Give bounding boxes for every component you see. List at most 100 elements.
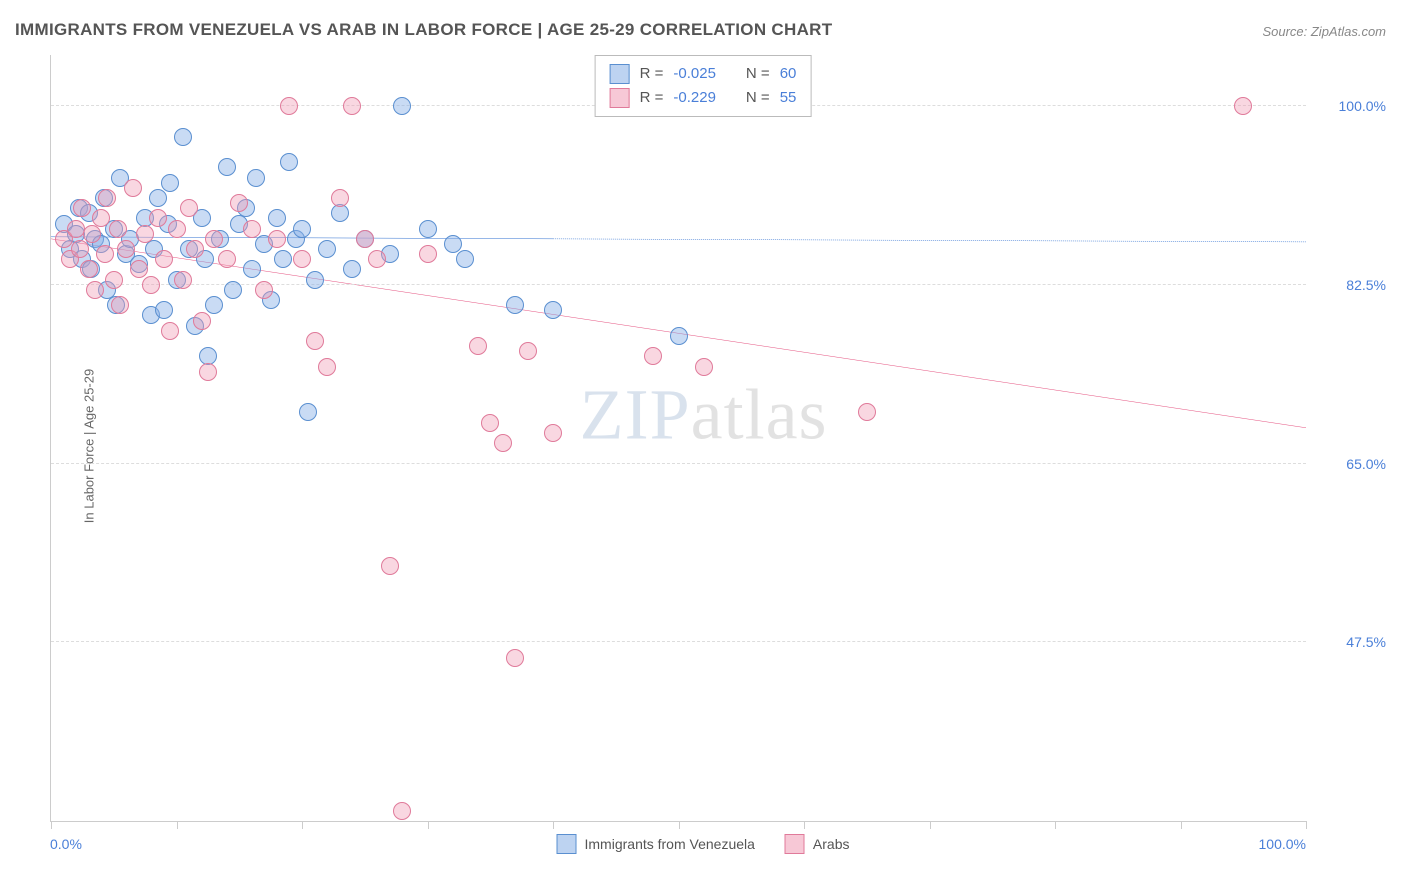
scatter-point [96,245,114,263]
scatter-point [71,240,89,258]
scatter-point [83,225,101,243]
scatter-point [293,250,311,268]
y-tick-label: 47.5% [1316,634,1386,650]
scatter-point [174,128,192,146]
scatter-point [331,204,349,222]
scatter-point [293,220,311,238]
legend-row-venezuela: R = -0.025 N = 60 [610,62,797,86]
legend-label-venezuela: Immigrants from Venezuela [585,836,755,852]
x-tick [679,821,680,829]
swatch-blue [610,64,630,84]
x-tick [51,821,52,829]
swatch-pink [785,834,805,854]
scatter-point [73,199,91,217]
y-tick-label: 65.0% [1316,456,1386,472]
scatter-point [186,240,204,258]
value-r-venezuela: -0.025 [673,62,716,86]
scatter-point [274,250,292,268]
scatter-point [205,296,223,314]
label-r: R = [640,86,664,110]
scatter-point [98,189,116,207]
scatter-point [419,220,437,238]
scatter-point [224,281,242,299]
x-tick [930,821,931,829]
y-tick-label: 100.0% [1316,98,1386,114]
scatter-point [218,158,236,176]
chart-title: IMMIGRANTS FROM VENEZUELA VS ARAB IN LAB… [15,20,832,40]
scatter-point [174,271,192,289]
scatter-point [117,240,135,258]
scatter-point [544,424,562,442]
scatter-point [205,230,223,248]
scatter-point [109,220,127,238]
scatter-point [456,250,474,268]
scatter-point [105,271,123,289]
scatter-point [299,403,317,421]
source-attribution: Source: ZipAtlas.com [1262,24,1386,39]
scatter-point [86,281,104,299]
scatter-point [318,240,336,258]
scatter-point [92,209,110,227]
swatch-pink [610,88,630,108]
scatter-point [519,342,537,360]
x-tick [302,821,303,829]
trend-lines-svg [51,55,1306,821]
scatter-point [419,245,437,263]
scatter-point [168,220,186,238]
scatter-point [199,363,217,381]
scatter-point [268,230,286,248]
legend-item-arabs: Arabs [785,834,850,854]
scatter-point [506,649,524,667]
chart-container: IMMIGRANTS FROM VENEZUELA VS ARAB IN LAB… [0,0,1406,892]
value-n-arabs: 55 [780,86,797,110]
scatter-point [218,250,236,268]
gridline-h [51,641,1306,642]
legend-row-arabs: R = -0.229 N = 55 [610,86,797,110]
scatter-point [306,271,324,289]
label-n: N = [746,86,770,110]
scatter-point [142,276,160,294]
scatter-point [393,802,411,820]
scatter-point [193,312,211,330]
gridline-h [51,463,1306,464]
scatter-point [444,235,462,253]
scatter-point [858,403,876,421]
scatter-point [1234,97,1252,115]
x-axis-min-label: 0.0% [50,836,82,852]
scatter-point [136,225,154,243]
scatter-point [243,260,261,278]
scatter-point [331,189,349,207]
series-legend: Immigrants from Venezuela Arabs [557,834,850,854]
scatter-point [149,209,167,227]
scatter-point [149,189,167,207]
scatter-point [80,260,98,278]
legend-item-venezuela: Immigrants from Venezuela [557,834,755,854]
swatch-blue [557,834,577,854]
x-tick [553,821,554,829]
scatter-point [268,209,286,227]
scatter-point [343,97,361,115]
scatter-point [155,301,173,319]
x-tick [1055,821,1056,829]
scatter-point [130,260,148,278]
scatter-point [506,296,524,314]
scatter-point [255,281,273,299]
scatter-point [124,179,142,197]
scatter-point [247,169,265,187]
scatter-point [544,301,562,319]
scatter-point [343,260,361,278]
watermark-bold: ZIP [580,375,691,455]
scatter-point [494,434,512,452]
plot-area: ZIPatlas 47.5%65.0%82.5%100.0% [50,55,1306,822]
legend-label-arabs: Arabs [813,836,850,852]
scatter-point [318,358,336,376]
x-tick [1181,821,1182,829]
scatter-point [155,250,173,268]
scatter-point [644,347,662,365]
scatter-point [230,194,248,212]
scatter-point [280,153,298,171]
label-r: R = [640,62,664,86]
x-tick [428,821,429,829]
scatter-point [180,199,198,217]
y-tick-label: 82.5% [1316,277,1386,293]
